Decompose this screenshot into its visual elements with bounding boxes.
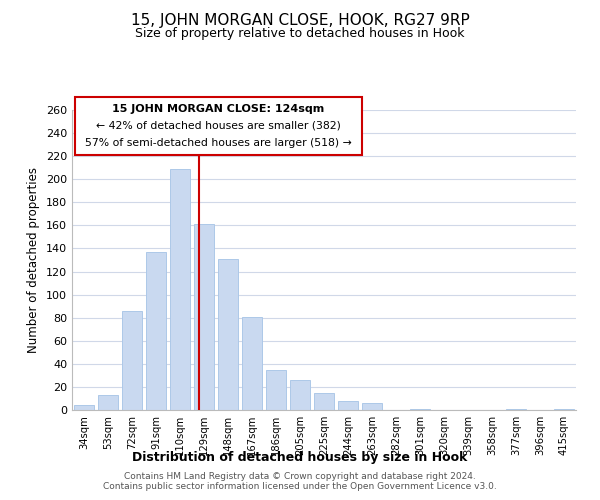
Bar (146, 252, 166, 410)
Text: 57% of semi-detached houses are larger (518) →: 57% of semi-detached houses are larger (… (85, 138, 352, 148)
Text: 15, JOHN MORGAN CLOSE, HOOK, RG27 9RP: 15, JOHN MORGAN CLOSE, HOOK, RG27 9RP (131, 12, 469, 28)
Bar (266, 370, 286, 410)
Bar (338, 401, 358, 410)
Bar (194, 224, 214, 410)
Bar (362, 403, 382, 410)
Text: ← 42% of detached houses are smaller (382): ← 42% of detached houses are smaller (38… (96, 120, 341, 130)
Bar (242, 316, 262, 410)
Bar (122, 311, 142, 410)
Text: 15 JOHN MORGAN CLOSE: 124sqm: 15 JOHN MORGAN CLOSE: 124sqm (112, 104, 324, 114)
Bar (170, 169, 190, 410)
Text: Distribution of detached houses by size in Hook: Distribution of detached houses by size … (133, 451, 467, 464)
Bar (74, 406, 94, 410)
Bar (410, 409, 430, 410)
Bar (554, 409, 574, 410)
Bar (98, 395, 118, 410)
Bar (218, 259, 238, 410)
Text: Size of property relative to detached houses in Hook: Size of property relative to detached ho… (135, 28, 465, 40)
Bar (290, 380, 310, 410)
FancyBboxPatch shape (74, 96, 362, 155)
Y-axis label: Number of detached properties: Number of detached properties (28, 167, 40, 353)
Bar (314, 392, 334, 410)
Text: Contains public sector information licensed under the Open Government Licence v3: Contains public sector information licen… (103, 482, 497, 491)
Bar (506, 409, 526, 410)
Text: Contains HM Land Registry data © Crown copyright and database right 2024.: Contains HM Land Registry data © Crown c… (124, 472, 476, 481)
